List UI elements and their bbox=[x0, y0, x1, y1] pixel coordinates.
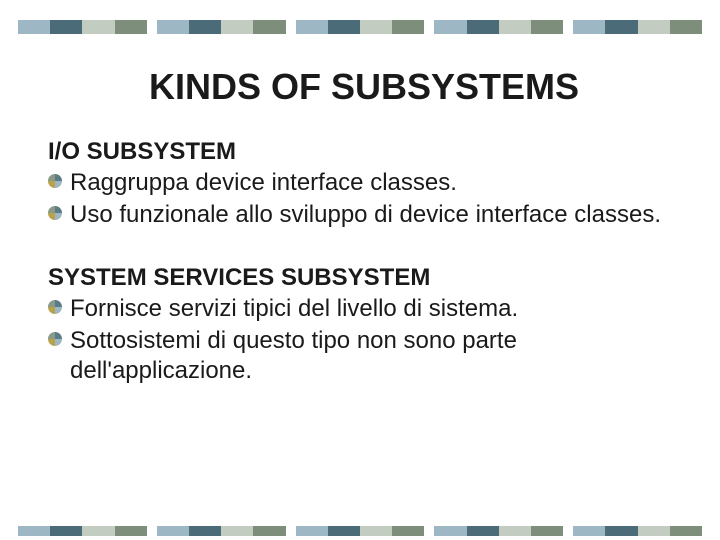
bullet-text: Sottosistemi di questo tipo non sono par… bbox=[70, 326, 680, 386]
bullet-icon bbox=[48, 206, 62, 225]
section-heading: SYSTEM SERVICES SUBSYSTEM bbox=[48, 264, 680, 292]
bullet-icon bbox=[48, 300, 62, 319]
section-heading: I/O SUBSYSTEM bbox=[48, 138, 680, 166]
bullet-text: Raggruppa device interface classes. bbox=[70, 168, 680, 198]
section-1: I/O SUBSYSTEM Raggruppa device interface… bbox=[48, 138, 680, 230]
bullet-text: Uso funzionale allo sviluppo di device i… bbox=[70, 200, 680, 230]
list-item: Fornisce servizi tipici del livello di s… bbox=[48, 294, 680, 324]
list-item: Raggruppa device interface classes. bbox=[48, 168, 680, 198]
bullet-text: Fornisce servizi tipici del livello di s… bbox=[70, 294, 680, 324]
slide-title: KINDS OF SUBSYSTEMS bbox=[48, 66, 680, 108]
bullet-icon bbox=[48, 332, 62, 351]
bullet-icon bbox=[48, 174, 62, 193]
decor-stripe-bottom bbox=[0, 526, 720, 536]
list-item: Uso funzionale allo sviluppo di device i… bbox=[48, 200, 680, 230]
slide-content: KINDS OF SUBSYSTEMS I/O SUBSYSTEM Raggru… bbox=[0, 66, 720, 386]
list-item: Sottosistemi di questo tipo non sono par… bbox=[48, 326, 680, 386]
section-2: SYSTEM SERVICES SUBSYSTEM Fornisce servi… bbox=[48, 264, 680, 386]
decor-stripe-top bbox=[0, 20, 720, 34]
